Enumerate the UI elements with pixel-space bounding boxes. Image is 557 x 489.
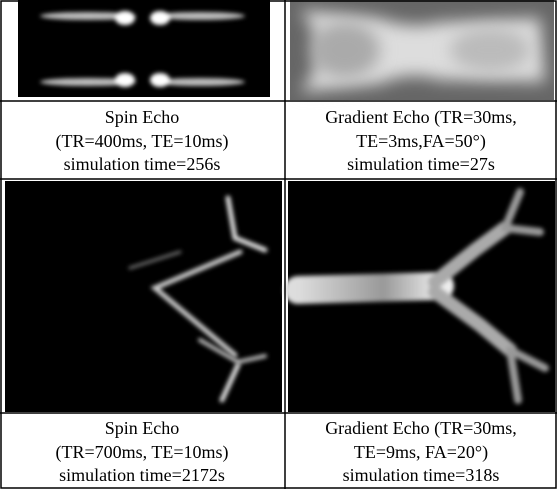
caption-line: Spin Echo xyxy=(105,418,180,438)
caption-line: simulation time=27s xyxy=(347,154,495,174)
image-spin-echo-1 xyxy=(18,0,270,97)
caption-line: simulation time=318s xyxy=(343,465,500,485)
caption: Gradient Echo (TR=30ms, TE=3ms,FA=50°) s… xyxy=(325,107,517,174)
caption-line: Gradient Echo (TR=30ms, xyxy=(325,107,517,128)
caption-line: Spin Echo xyxy=(105,107,180,127)
caption: Gradient Echo (TR=30ms, TE=9ms, FA=20°) … xyxy=(325,418,517,485)
caption: Spin Echo (TR=400ms, TE=10ms) simulation… xyxy=(56,107,229,174)
caption-line: (TR=400ms, TE=10ms) xyxy=(56,131,229,152)
caption-line: TE=9ms, FA=20°) xyxy=(354,442,488,463)
image-gradient-echo-1 xyxy=(290,0,554,100)
caption-line: (TR=700ms, TE=10ms) xyxy=(56,442,229,463)
caption-line: simulation time=256s xyxy=(64,154,221,174)
image-spin-echo-2 xyxy=(5,181,282,412)
caption-line: TE=3ms,FA=50°) xyxy=(356,131,486,152)
caption-line: simulation time=2172s xyxy=(59,465,225,485)
caption-line: Gradient Echo (TR=30ms, xyxy=(325,418,517,439)
caption: Spin Echo (TR=700ms, TE=10ms) simulation… xyxy=(56,418,229,485)
image-gradient-echo-2 xyxy=(288,181,555,412)
figure: Spin Echo (TR=400ms, TE=10ms) simulation… xyxy=(0,0,557,489)
